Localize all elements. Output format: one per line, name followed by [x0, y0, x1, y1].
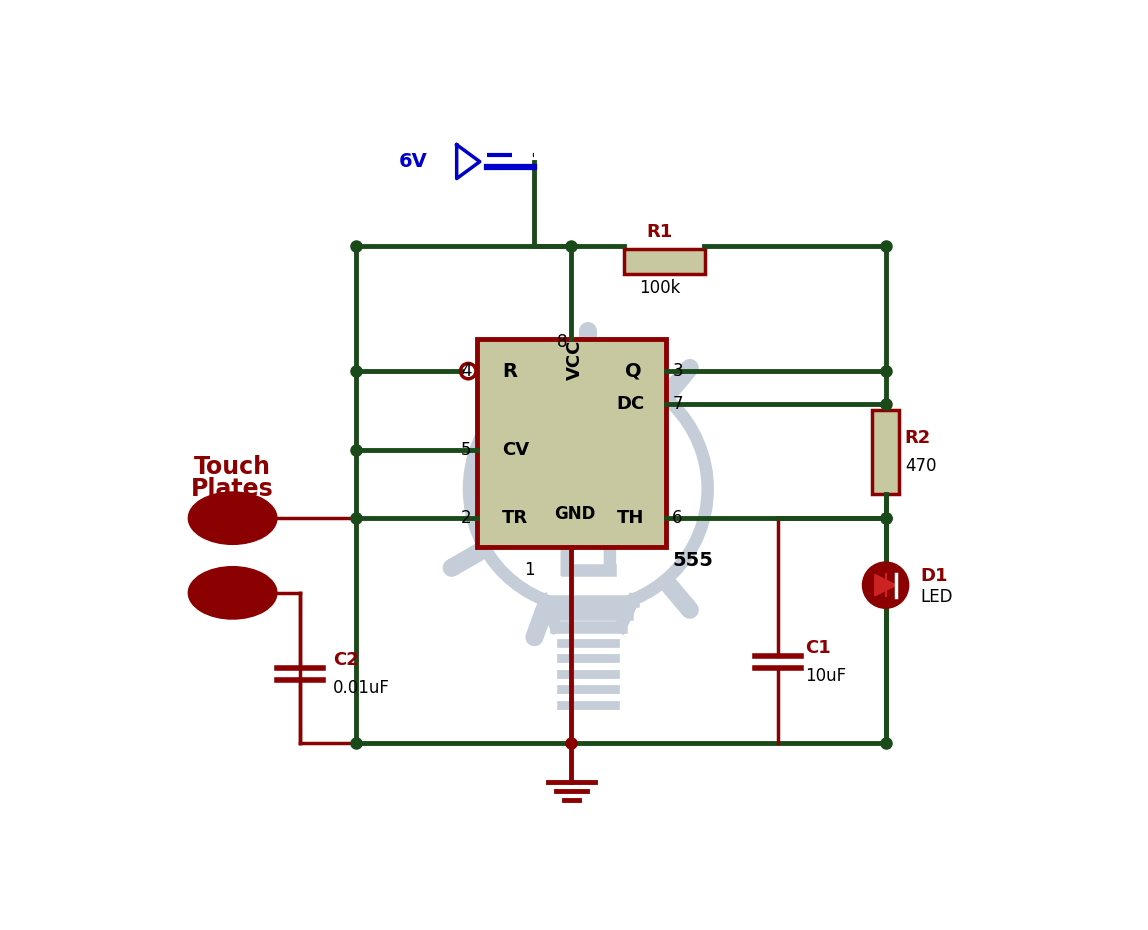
Text: 1: 1	[523, 561, 534, 578]
Text: C1: C1	[805, 639, 830, 658]
Text: 6: 6	[673, 509, 683, 527]
Text: VCC: VCC	[566, 340, 584, 380]
Text: 555: 555	[673, 551, 713, 570]
Text: D1: D1	[921, 567, 948, 585]
Bar	[871, 409, 899, 494]
Text: 3: 3	[673, 362, 683, 380]
Text: 0.01uF: 0.01uF	[333, 679, 389, 697]
Text: 8: 8	[557, 333, 567, 351]
Text: R1: R1	[646, 223, 673, 242]
Text: R2: R2	[905, 429, 931, 447]
Text: 10uF: 10uF	[805, 667, 846, 685]
Text: Touch: Touch	[194, 456, 271, 479]
Text: GND: GND	[554, 505, 596, 524]
Text: 470: 470	[905, 457, 937, 475]
Polygon shape	[875, 575, 897, 596]
Text: CV: CV	[502, 442, 529, 459]
Text: TH: TH	[618, 509, 644, 527]
Text: Q: Q	[625, 362, 642, 380]
Circle shape	[862, 562, 909, 608]
Text: 5: 5	[460, 442, 472, 459]
Ellipse shape	[188, 566, 277, 619]
Text: 6V: 6V	[398, 153, 427, 171]
Ellipse shape	[188, 492, 277, 544]
Text: 7: 7	[673, 395, 683, 413]
Text: LED: LED	[921, 589, 953, 606]
Bar	[478, 339, 666, 547]
Text: 2: 2	[460, 509, 472, 527]
Text: Plates: Plates	[192, 477, 274, 501]
Bar	[623, 249, 705, 274]
Text: 4: 4	[460, 362, 472, 380]
Text: TR: TR	[502, 509, 528, 527]
Text: 100k: 100k	[639, 279, 681, 297]
Text: R: R	[502, 362, 517, 380]
Text: DC: DC	[616, 395, 644, 413]
Text: C2: C2	[333, 651, 358, 669]
